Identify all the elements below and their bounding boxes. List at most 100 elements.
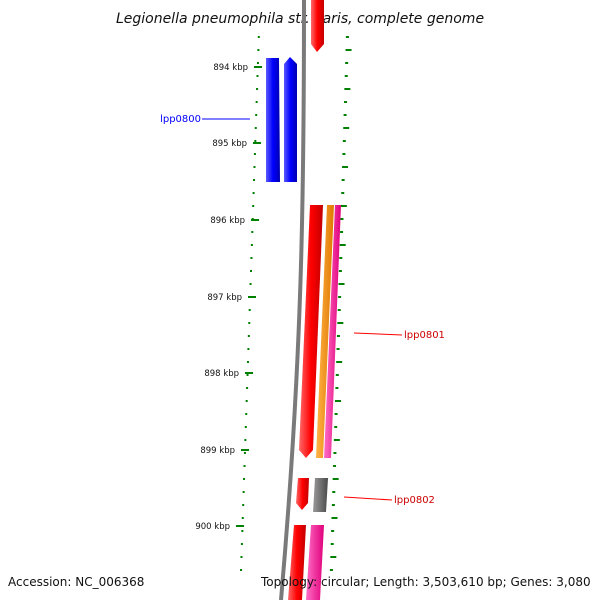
- gene-top-red[interactable]: [311, 0, 324, 52]
- gc-skew-dot: [244, 426, 247, 428]
- gc-skew-dot: [337, 322, 344, 324]
- gene-lpp0802[interactable]: [296, 478, 328, 512]
- gene-arrow-lpp0801: [299, 205, 323, 458]
- gc-skew-dot: [243, 478, 246, 480]
- scale-tick-label: 895 kbp: [212, 139, 247, 149]
- gc-skew-dot: [340, 218, 344, 220]
- gc-skew-dot: [253, 153, 256, 155]
- map-title: Legionella pneumophila str. Paris, compl…: [116, 11, 484, 27]
- gc-skew-dot: [241, 517, 244, 519]
- gc-skew-dot: [243, 465, 246, 467]
- gc-skew-dot: [344, 75, 348, 77]
- gc-skew-dot: [344, 88, 351, 90]
- scale-tick-label: 900 kbp: [195, 522, 230, 532]
- gc-skew-dot: [339, 244, 346, 246]
- gc-skew-dot: [243, 452, 246, 454]
- gene-label-lpp0802: lpp0802: [394, 495, 435, 506]
- gene-bottom-features[interactable]: [288, 525, 324, 600]
- gc-skew-dot: [342, 153, 346, 155]
- gc-skew-dot: [341, 192, 345, 194]
- gc-skew-dot: [336, 361, 343, 363]
- label-leader-lpp0802: [343, 496, 393, 501]
- gc-skew-dot: [345, 49, 352, 51]
- gc-skew-dot: [341, 179, 345, 181]
- gc-skew-dot: [248, 322, 251, 324]
- gc-skew-dot: [334, 413, 338, 415]
- gc-skew-dot: [336, 348, 340, 350]
- label-leader-lpp0801: [353, 332, 403, 336]
- gc-skew-dot: [256, 75, 259, 77]
- gc-skew-dot: [251, 231, 254, 233]
- accession-text: Accession: NC_006368: [8, 575, 144, 589]
- gc-skew-dot: [335, 400, 341, 402]
- gene-arrow-bottom-red: [288, 525, 306, 600]
- gc-skew-dot: [246, 361, 249, 363]
- gc-skew-dot: [332, 478, 339, 480]
- gc-skew-dot: [343, 127, 350, 129]
- gc-skew-dot: [240, 569, 243, 571]
- gc-skew-dot: [345, 62, 349, 64]
- gene-lpp0801[interactable]: [299, 205, 341, 458]
- gc-skew-dot: [257, 49, 260, 51]
- scale-tick-label: 894 kbp: [213, 63, 248, 73]
- gc-skew-dot: [249, 283, 252, 285]
- gc-skew-dot: [253, 166, 256, 168]
- gc-skew-dot: [245, 413, 248, 415]
- gc-skew-dot: [343, 114, 347, 116]
- scale-tick-label: 897 kbp: [207, 293, 242, 303]
- gc-skew-dot: [335, 374, 339, 376]
- gc-skew-dot: [240, 543, 243, 545]
- genome-backbone: [279, 0, 306, 600]
- label-lpp0800[interactable]: lpp0800: [160, 114, 250, 125]
- scale-tick-label: 899 kbp: [200, 446, 235, 456]
- gc-skew-dot: [331, 504, 335, 506]
- gc-skew-dot: [244, 439, 247, 441]
- gc-skew-dot: [250, 244, 253, 246]
- gc-skew-dot: [246, 374, 249, 376]
- gene-lpp0800[interactable]: [266, 57, 297, 182]
- gc-skew-dot: [247, 348, 250, 350]
- gc-skew-dot: [343, 101, 347, 103]
- gc-skew-dot: [336, 335, 340, 337]
- gene-label-lpp0800: lpp0800: [160, 114, 201, 125]
- gene-label-lpp0801: lpp0801: [404, 330, 445, 341]
- gc-skew-dot: [257, 36, 260, 38]
- gc-skew-dot: [245, 400, 248, 402]
- gc-skew-dot: [338, 270, 342, 272]
- gc-skew-dot: [247, 335, 250, 337]
- gc-skew-dot: [250, 270, 252, 272]
- gc-skew-dot: [255, 101, 258, 103]
- gc-skew-track-right: [329, 36, 352, 571]
- gene-arrow-lpp0802-red: [296, 478, 309, 510]
- label-lpp0802[interactable]: lpp0802: [343, 495, 435, 506]
- gc-skew-dot: [333, 452, 337, 454]
- gc-skew-dot: [329, 569, 333, 571]
- gc-skew-dot: [241, 530, 244, 532]
- gc-skew-dot: [345, 36, 349, 38]
- gc-skew-dot: [334, 426, 338, 428]
- gc-skew-dot: [333, 439, 340, 441]
- gc-skew-dot: [332, 491, 336, 493]
- misc-feature-pink: [324, 205, 341, 458]
- gc-skew-dot: [335, 387, 339, 389]
- gc-skew-dot: [331, 517, 338, 519]
- scale-tick-label: 896 kbp: [210, 216, 245, 226]
- gc-skew-dot: [246, 387, 249, 389]
- gc-skew-dot: [339, 257, 343, 259]
- topology-text: Topology: circular; Length: 3,503,610 bp…: [260, 575, 591, 589]
- gc-skew-dot: [256, 88, 259, 90]
- gc-skew-dot: [331, 530, 335, 532]
- gc-skew-dot: [252, 205, 255, 207]
- misc-feature-bottom-pink: [306, 525, 324, 600]
- scale-tick-label: 898 kbp: [204, 369, 239, 379]
- gene-arrow-lpp0800-b: [284, 57, 297, 182]
- gene-arrow-lpp0800-a: [266, 58, 280, 182]
- rna-feature-orange: [316, 205, 334, 458]
- gc-skew-dot: [242, 491, 245, 493]
- gc-skew-dot: [340, 205, 347, 207]
- gc-skew-dot: [240, 556, 243, 558]
- label-lpp0801[interactable]: lpp0801: [353, 330, 445, 341]
- gc-skew-dot: [250, 257, 253, 259]
- gc-skew-dot: [242, 504, 245, 506]
